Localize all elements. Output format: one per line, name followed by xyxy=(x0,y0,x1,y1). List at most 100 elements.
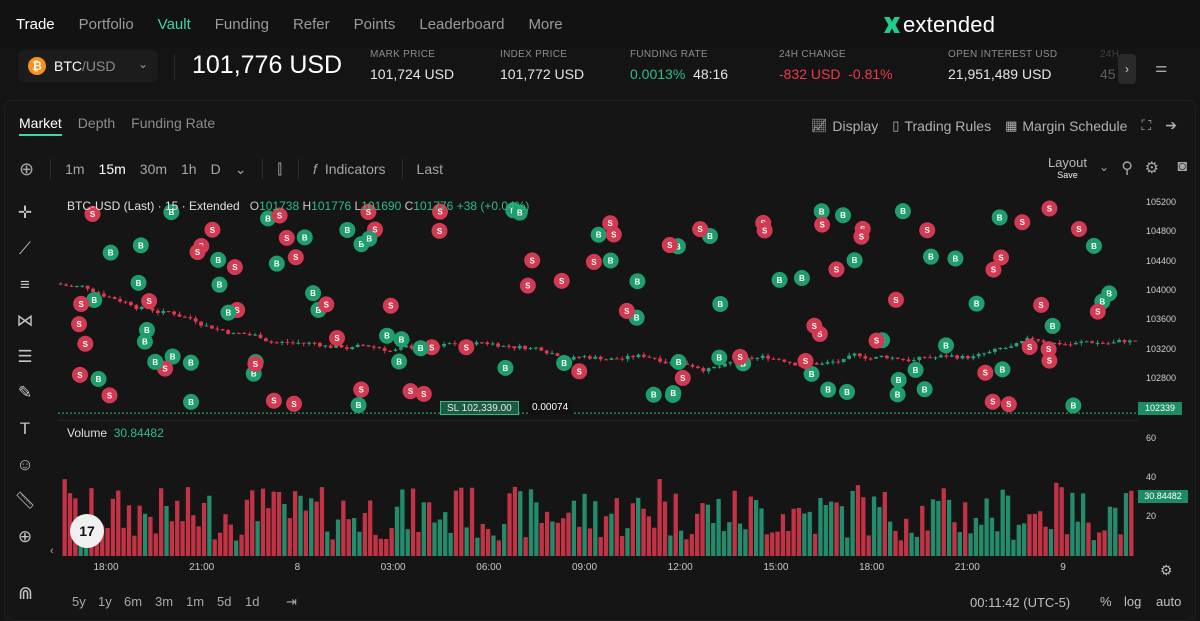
volume-chart[interactable] xyxy=(58,420,1138,556)
collapse-arrow-icon[interactable]: ‹ xyxy=(50,545,54,557)
marker-label: B xyxy=(144,326,150,335)
fib-icon[interactable]: ☰ xyxy=(17,347,33,366)
volume-bar xyxy=(507,493,512,556)
marker-label: B xyxy=(852,256,858,265)
range-6m[interactable]: 6m xyxy=(124,594,143,609)
nav-funding[interactable]: Funding xyxy=(214,15,269,33)
volume-bar xyxy=(175,500,180,556)
volume-bar xyxy=(737,523,743,556)
marker-label: S xyxy=(1047,204,1053,213)
price-chart[interactable]: SSBBSBBBBBSBSSSSBSBBBSSSBBBBBBBSBBSSBSSB… xyxy=(58,188,1138,416)
layout-save-button[interactable]: Layout Save xyxy=(1047,155,1087,180)
range-5d[interactable]: 5d xyxy=(217,594,232,609)
brand-logo[interactable]: extended xyxy=(884,12,995,38)
display-button[interactable]: 📈︎ Display xyxy=(810,117,879,134)
candle-down xyxy=(291,342,295,344)
camera-icon[interactable]: ◙ xyxy=(1177,158,1187,175)
pair-selector[interactable]: ₿ BTC/USD ⌄ xyxy=(18,50,158,82)
last-price-button[interactable]: Last xyxy=(416,161,443,177)
clock[interactable]: 00:11:42 (UTC-5) xyxy=(970,595,1071,610)
interval-15m[interactable]: 15m xyxy=(98,161,126,177)
nav-refer[interactable]: Refer xyxy=(292,15,330,33)
interval-1m[interactable]: 1m xyxy=(65,161,85,177)
sell-marker xyxy=(101,387,118,404)
range-1y[interactable]: 1y xyxy=(98,594,112,609)
trading-rules-button[interactable]: ▯ Trading Rules xyxy=(892,117,992,134)
layout-chevron-icon[interactable]: ⌄ xyxy=(1098,160,1109,174)
candle-up xyxy=(1084,341,1089,343)
volume-bar xyxy=(759,508,764,556)
sell-marker xyxy=(732,348,749,365)
range-1m[interactable]: 1m xyxy=(186,594,205,609)
margin-schedule-button[interactable]: ▦ Margin Schedule xyxy=(1005,117,1128,134)
nav-vault[interactable]: Vault xyxy=(157,15,191,33)
zoom-in-icon[interactable]: ⊕ xyxy=(17,527,33,546)
range-5y[interactable]: 5y xyxy=(72,594,86,609)
sell-marker xyxy=(286,395,303,412)
gear-icon[interactable]: ⚙ xyxy=(1144,160,1159,177)
indicators-button[interactable]: Indicators xyxy=(324,161,386,177)
sell-marker xyxy=(141,293,158,310)
price-axis[interactable]: 105200 104800 104400 104000 103600 103200 1028… xyxy=(1140,188,1190,418)
volume-bar xyxy=(464,527,469,556)
interval-chevron-icon[interactable]: ⌄ xyxy=(234,160,247,177)
fullscreen-icon[interactable]: ⛶ xyxy=(1141,117,1152,133)
stop-loss-tag[interactable]: SL 102,339.00 xyxy=(440,401,519,415)
candle-down xyxy=(58,283,63,285)
candle-down xyxy=(901,358,905,360)
interval-30m[interactable]: 30m xyxy=(139,161,168,177)
marker-label: S xyxy=(834,265,840,274)
marker-label: S xyxy=(983,369,989,378)
brush-icon[interactable]: ✎ xyxy=(17,383,33,402)
arrow-right-circle-icon[interactable]: ➔ xyxy=(1165,117,1177,133)
candle-down xyxy=(523,345,527,350)
tab-market[interactable]: Market xyxy=(19,115,62,136)
divider xyxy=(174,54,175,80)
interval-d[interactable]: D xyxy=(210,161,221,177)
candle-down xyxy=(1041,340,1046,343)
volume-bar xyxy=(705,504,711,556)
text-icon[interactable]: T xyxy=(19,419,31,438)
price-tick: 104800 xyxy=(1146,226,1177,237)
emoji-icon[interactable]: ☺ xyxy=(16,455,34,474)
buy-marker xyxy=(378,327,395,344)
log-toggle[interactable]: log xyxy=(1124,594,1142,609)
horizontal-lines-icon[interactable]: ≡ xyxy=(20,275,30,294)
candles-icon[interactable]: ⫿ xyxy=(277,160,282,177)
buy-marker xyxy=(511,204,528,221)
ruler-icon[interactable]: 📏︎ xyxy=(14,491,36,510)
time-tick: 18:00 xyxy=(859,562,885,573)
tab-funding-rate[interactable]: Funding Rate xyxy=(131,115,216,131)
marker-label: B xyxy=(418,344,424,353)
nav-trade[interactable]: Trade xyxy=(16,15,55,33)
interval-1h[interactable]: 1h xyxy=(181,161,197,177)
nav-leaderboard[interactable]: Leaderboard xyxy=(419,15,505,33)
trend-line-icon[interactable]: ⟋ xyxy=(19,239,31,258)
add-symbol-icon[interactable]: ⊕ xyxy=(19,158,35,179)
volume-bar xyxy=(1048,529,1054,556)
range-1d[interactable]: 1d xyxy=(245,594,260,609)
scroll-right-button[interactable]: › xyxy=(1118,54,1136,84)
volume-axis[interactable]: 60 40 20 xyxy=(1140,420,1190,556)
auto-toggle[interactable]: auto xyxy=(1156,594,1182,609)
volume-bar xyxy=(887,521,893,556)
nav-more[interactable]: More xyxy=(528,15,563,33)
tab-depth[interactable]: Depth xyxy=(77,115,116,131)
time-axis[interactable]: 18:00 21:00 8 03:00 06:00 09:00 12:00 15:00 18:0… xyxy=(58,560,1138,578)
volume-bar xyxy=(550,521,555,556)
date-range-icon[interactable]: ⇥ xyxy=(286,594,297,609)
magnet-icon[interactable]: ⋒ xyxy=(18,583,34,603)
range-3m[interactable]: 3m xyxy=(155,594,174,609)
crosshair-icon[interactable]: ✛ xyxy=(17,203,33,222)
nav-portfolio[interactable]: Portfolio xyxy=(78,15,134,33)
pattern-icon[interactable]: ⋈ xyxy=(16,311,34,330)
percent-toggle[interactable]: % xyxy=(1100,594,1112,609)
tradingview-logo[interactable]: 17 xyxy=(70,514,104,548)
marker-label: S xyxy=(991,266,997,275)
sliders-icon[interactable]: ⚌ xyxy=(1155,59,1168,75)
nav-points[interactable]: Points xyxy=(353,15,396,33)
gear-icon[interactable]: ⚙ xyxy=(1160,562,1173,578)
volume-bar xyxy=(148,516,153,556)
quick-search-icon[interactable]: ⚲ xyxy=(1121,160,1133,177)
volume-bar xyxy=(185,487,191,556)
